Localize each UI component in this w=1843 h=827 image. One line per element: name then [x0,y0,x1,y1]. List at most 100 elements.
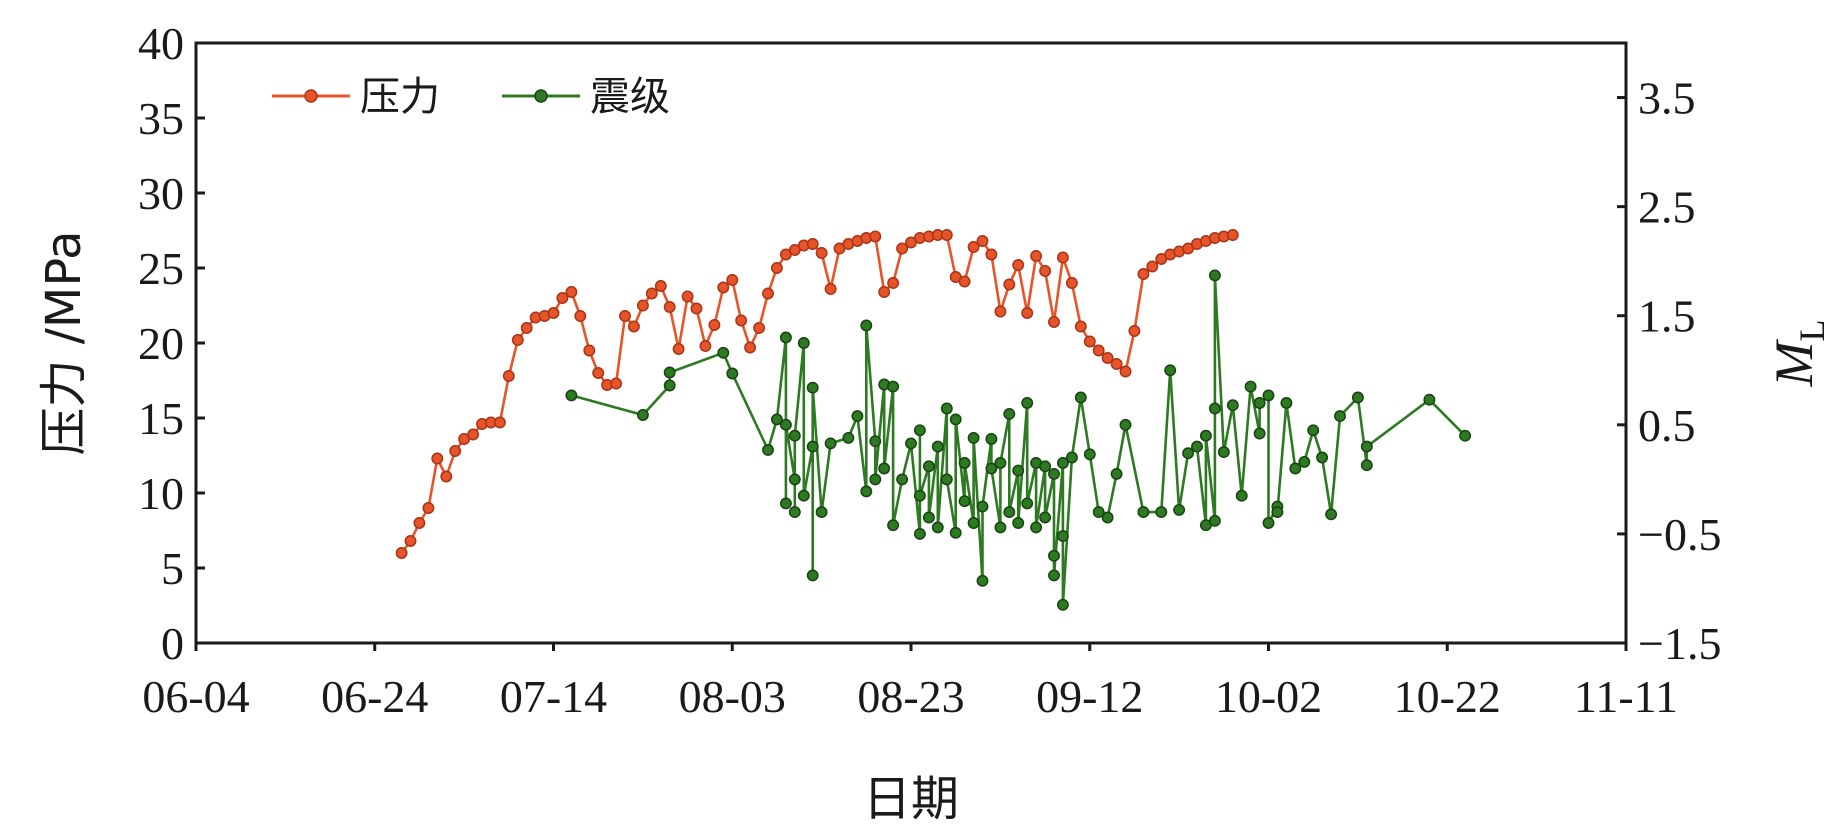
data-point-magnitude [1226,399,1239,412]
data-point-magnitude [1003,407,1016,420]
data-point-magnitude [851,410,864,423]
data-point-pressure [878,286,891,298]
data-point-pressure [1083,335,1096,348]
data-point-pressure [1039,265,1052,277]
data-point-pressure [502,370,515,382]
data-point-magnitude [1262,389,1275,402]
x-tick-label: 09-12 [1036,671,1143,722]
data-point-pressure [404,535,417,547]
axis-ticks [194,41,1628,651]
data-point-magnitude [770,413,783,426]
data-point-magnitude [1039,460,1052,473]
data-point-magnitude [842,431,855,444]
data-point-pressure [753,322,766,334]
data-point-pressure [744,341,757,354]
data-point-magnitude [1048,569,1060,582]
data-point-magnitude [1056,530,1069,543]
data-point-magnitude [958,495,971,508]
data-point-pressure [627,320,640,333]
y-right-tick-label: 3.5 [1638,73,1696,124]
data-point-pressure [887,277,900,289]
data-point-pressure [717,281,730,294]
data-point-magnitude [967,517,980,529]
data-point-magnitude [1083,448,1096,461]
data-point-magnitude [1182,447,1195,460]
data-point-pressure [493,416,506,429]
data-point-magnitude [1253,397,1266,409]
data-point-pressure [547,307,560,319]
data-point-magnitude [762,443,774,456]
y-right-axis-title: ML [1764,320,1832,388]
data-point-pressure [520,322,533,334]
data-point-magnitude [1021,497,1034,510]
data-point-magnitude [1119,418,1132,431]
data-point-pressure [440,470,453,483]
data-point-pressure [994,305,1007,318]
data-point-pressure [672,343,685,355]
data-point-magnitude [994,457,1007,469]
data-point-magnitude [815,506,828,519]
data-point-pressure [583,344,596,357]
legend-item-pressure: 压力 [272,74,440,120]
data-point-magnitude [994,521,1007,534]
data-point-pressure [610,377,623,390]
data-point-pressure [1056,251,1069,264]
data-point-pressure [1128,325,1141,337]
data-point-pressure [806,238,819,250]
data-point-magnitude [824,437,837,450]
y-right-tick-label: 0.5 [1638,400,1696,451]
data-point-magnitude [779,418,792,431]
data-point-pressure [431,452,444,465]
data-point-magnitude [1110,467,1123,480]
data-point-magnitude [1325,508,1338,521]
data-point-magnitude [1173,503,1186,516]
data-point-magnitude [663,366,676,379]
y-left-tick-label: 0 [161,618,184,669]
y-left-axis-title: 压力 /MPa [36,230,92,455]
data-point-magnitude [1459,429,1472,442]
data-point-magnitude [1012,464,1025,477]
data-point-magnitude [1012,517,1025,529]
data-point-pressure [592,367,605,379]
data-point-magnitude [940,402,953,415]
data-point-pressure [1146,260,1159,273]
data-point-pressure [556,292,569,304]
y-left-tick-label: 10 [138,468,184,519]
data-point-pressure [1119,365,1132,378]
data-point-pressure [413,517,426,529]
data-point-pressure [815,247,828,259]
data-point-magnitude [1280,397,1293,409]
data-point-magnitude [788,473,801,486]
y-right-axis-title-main: M [1764,338,1824,387]
data-point-pressure [619,310,631,322]
data-point-pressure [681,290,694,303]
data-point-pressure [1101,352,1114,364]
data-point-pressure [985,248,998,261]
data-point-magnitude [913,527,926,540]
data-point-magnitude [931,521,944,534]
data-point-magnitude [913,424,926,437]
data-point-magnitude [958,457,971,469]
data-point-pressure [824,283,837,295]
data-point-pressure [708,319,721,331]
data-point-magnitude [779,331,792,344]
tick-labels: 06-04 06-24 07-14 08-03 08-23 09-12 10-02 10-22… [138,18,1721,722]
data-point-magnitude [1271,506,1284,519]
data-point-pressure [976,235,989,247]
data-point-magnitude [1316,451,1329,464]
data-point-magnitude [565,389,578,402]
data-point-magnitude [860,485,873,498]
data-point-pressure [690,302,703,315]
data-point-magnitude [1191,440,1203,453]
data-point-magnitude [1244,380,1257,393]
y-right-axis-title-sub: L [1792,320,1832,342]
data-point-pressure [1030,250,1043,262]
data-point-magnitude [726,367,739,380]
data-point-magnitude [922,460,935,473]
data-point-magnitude [1039,511,1052,524]
data-point-magnitude [1217,446,1230,459]
data-point-magnitude [1065,451,1078,464]
data-point-pressure [1092,344,1105,357]
data-point-magnitude [985,433,998,445]
